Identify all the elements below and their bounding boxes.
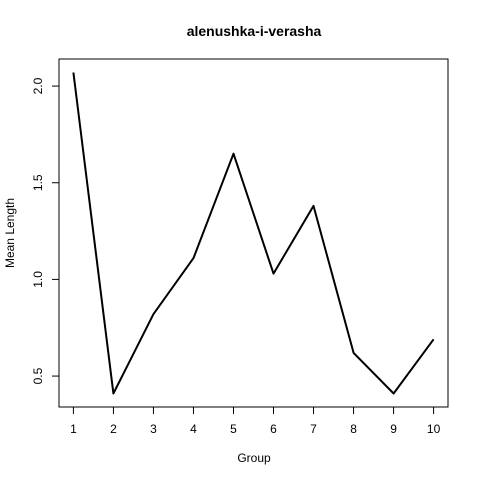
x-tick-label: 5 xyxy=(230,422,237,436)
y-tick-label: 0.5 xyxy=(31,367,45,384)
x-tick-label: 6 xyxy=(270,422,277,436)
x-tick-label: 2 xyxy=(110,422,117,436)
y-tick-label: 1.0 xyxy=(31,271,45,288)
x-axis-label: Group xyxy=(237,451,271,465)
chart-title: alenushka-i-verasha xyxy=(187,23,322,39)
y-tick-label: 1.5 xyxy=(31,174,45,191)
x-tick-label: 1 xyxy=(70,422,77,436)
x-tick-label: 9 xyxy=(390,422,397,436)
x-axis: 1 2 3 4 5 6 7 8 9 10 xyxy=(70,406,441,436)
x-tick-label: 4 xyxy=(190,422,197,436)
x-tick-label: 3 xyxy=(150,422,157,436)
series-line xyxy=(72,72,435,395)
y-axis-label: Mean Length xyxy=(3,198,17,268)
x-tick-label: 10 xyxy=(427,422,441,436)
plot-frame xyxy=(58,58,449,408)
y-axis: 0.5 1.0 1.5 2.0 xyxy=(31,77,60,384)
y-tick-label: 2.0 xyxy=(31,77,45,94)
x-tick-label: 7 xyxy=(310,422,317,436)
x-tick-label: 8 xyxy=(350,422,357,436)
